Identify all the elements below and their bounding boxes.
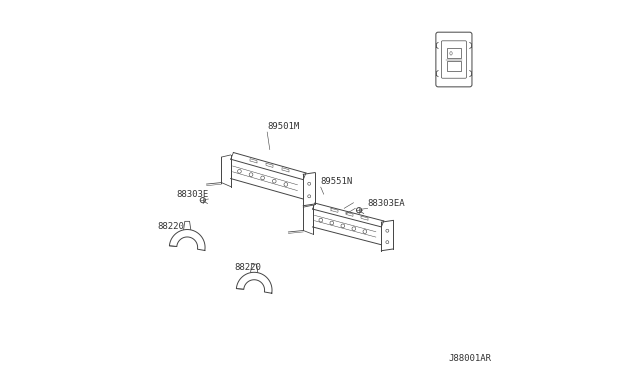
Bar [447,61,461,71]
Text: J88001AR: J88001AR [448,354,491,363]
Text: 89501M: 89501M [267,122,300,131]
Text: 88220: 88220 [234,263,261,272]
Text: 89551N: 89551N [320,177,352,186]
Text: 88220: 88220 [157,222,184,231]
Text: 88303EA: 88303EA [367,199,405,208]
Text: 88303E: 88303E [177,190,209,199]
Bar [447,48,461,58]
